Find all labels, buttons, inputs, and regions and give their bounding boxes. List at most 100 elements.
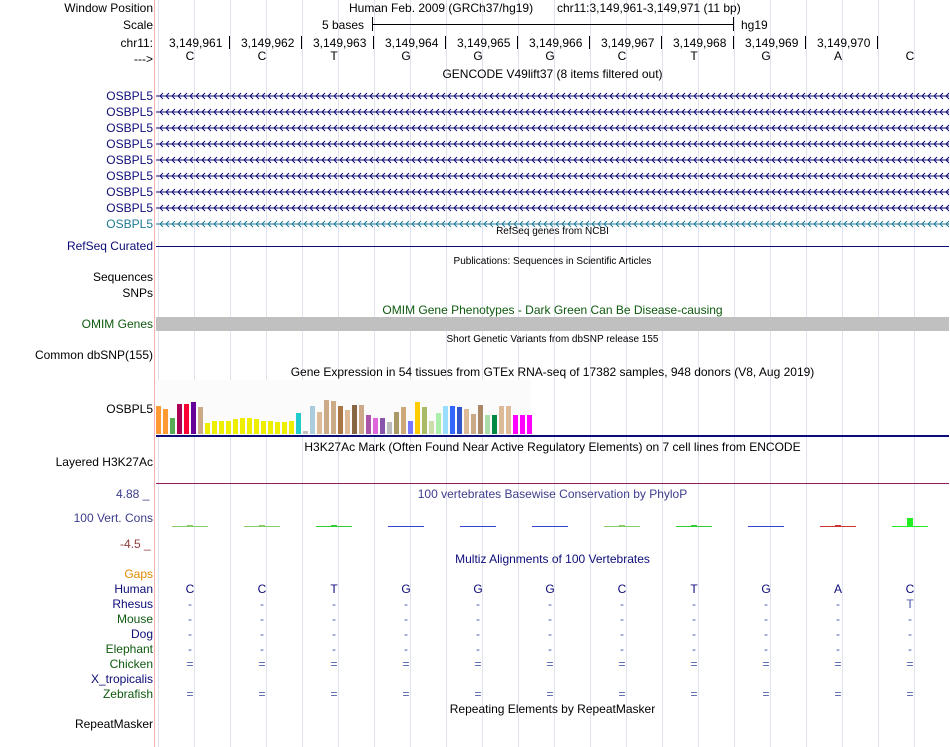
gencode-transcript[interactable] — [156, 202, 949, 214]
conservation-bar[interactable] — [619, 525, 625, 526]
gtex-bar[interactable] — [471, 414, 476, 434]
gtex-bar[interactable] — [317, 412, 322, 434]
gtex-bar[interactable] — [296, 413, 301, 434]
gtex-bar[interactable] — [457, 407, 462, 434]
refseq-label[interactable]: RefSeq Curated — [66, 239, 153, 253]
conservation-bar[interactable] — [763, 526, 769, 527]
gtex-bar[interactable] — [212, 421, 217, 434]
conservation-bar[interactable] — [403, 526, 409, 527]
gencode-transcript[interactable] — [156, 154, 949, 166]
gencode-transcript[interactable] — [156, 170, 949, 182]
multiz-species-label[interactable]: X_tropicalis — [90, 672, 153, 686]
gtex-bar[interactable] — [247, 418, 252, 434]
gtex-bar[interactable] — [415, 402, 420, 434]
publications-sequences-label[interactable]: Sequences — [92, 270, 153, 284]
gtex-bar[interactable] — [443, 406, 448, 434]
gtex-bar[interactable] — [324, 400, 329, 434]
refseq-line[interactable] — [156, 246, 949, 247]
gtex-bar[interactable] — [380, 418, 385, 434]
gtex-bar[interactable] — [436, 413, 441, 434]
gencode-transcript[interactable] — [156, 90, 949, 102]
gencode-transcript[interactable] — [156, 106, 949, 118]
gtex-bar[interactable] — [429, 421, 434, 434]
gencode-transcript[interactable] — [156, 138, 949, 150]
conservation-bar[interactable] — [547, 526, 553, 527]
gtex-bar[interactable] — [303, 431, 308, 434]
gencode-transcript[interactable] — [156, 186, 949, 198]
conservation-score[interactable] — [892, 526, 928, 527]
gencode-gene-label[interactable]: OSBPL5 — [106, 137, 153, 151]
conservation-label[interactable]: 100 Vert. Cons — [73, 511, 153, 525]
gtex-bar[interactable] — [366, 415, 371, 434]
gencode-gene-label[interactable]: OSBPL5 — [106, 185, 153, 199]
gtex-bar[interactable] — [520, 415, 525, 434]
conservation-bar[interactable] — [835, 525, 841, 526]
conservation-score[interactable] — [316, 526, 352, 527]
gtex-bar[interactable] — [513, 415, 518, 434]
conservation-bar[interactable] — [475, 526, 481, 527]
gencode-gene-label[interactable]: OSBPL5 — [106, 169, 153, 183]
gencode-gene-label[interactable]: OSBPL5 — [106, 201, 153, 215]
gencode-gene-label[interactable]: OSBPL5 — [106, 105, 153, 119]
gtex-bar[interactable] — [408, 421, 413, 434]
multiz-species-label[interactable]: Elephant — [105, 642, 153, 656]
gtex-bar[interactable] — [464, 409, 469, 434]
gencode-gene-label[interactable]: OSBPL5 — [106, 217, 153, 231]
gtex-label[interactable]: OSBPL5 — [106, 402, 153, 416]
gtex-bar[interactable] — [184, 404, 189, 434]
gtex-bar[interactable] — [289, 421, 294, 434]
repeatmasker-label[interactable]: RepeatMasker — [74, 717, 153, 731]
conservation-bar[interactable] — [259, 525, 265, 526]
gtex-bar[interactable] — [499, 406, 504, 434]
gtex-bar[interactable] — [177, 404, 182, 434]
gtex-bar[interactable] — [387, 422, 392, 434]
gtex-bar[interactable] — [282, 422, 287, 434]
conservation-score[interactable] — [676, 526, 712, 527]
gtex-bar[interactable] — [345, 410, 350, 434]
gtex-bar[interactable] — [338, 406, 343, 434]
conservation-score[interactable] — [172, 526, 208, 527]
multiz-species-label[interactable]: Human — [114, 582, 153, 596]
gtex-bar[interactable] — [233, 419, 238, 434]
gtex-bar[interactable] — [191, 402, 196, 434]
gencode-gene-label[interactable]: OSBPL5 — [106, 153, 153, 167]
gtex-bar[interactable] — [422, 407, 427, 434]
gtex-bar[interactable] — [401, 407, 406, 434]
dbsnp-label[interactable]: Common dbSNP(155) — [34, 348, 153, 362]
conservation-bar[interactable] — [907, 518, 913, 526]
gtex-bar[interactable] — [310, 406, 315, 434]
gtex-bar[interactable] — [219, 421, 224, 434]
gtex-bar[interactable] — [254, 419, 259, 434]
conservation-bar[interactable] — [187, 525, 193, 526]
gtex-bar[interactable] — [394, 412, 399, 434]
gtex-bar[interactable] — [261, 421, 266, 434]
gencode-gene-label[interactable]: OSBPL5 — [106, 121, 153, 135]
gtex-bar[interactable] — [492, 415, 497, 434]
gtex-bar[interactable] — [275, 422, 280, 434]
multiz-species-label[interactable]: Rhesus — [112, 597, 153, 611]
gencode-transcript[interactable] — [156, 122, 949, 134]
publications-snps-label[interactable]: SNPs — [122, 286, 153, 300]
gtex-bar[interactable] — [198, 407, 203, 434]
omim-label[interactable]: OMIM Genes — [81, 317, 153, 331]
gtex-bar[interactable] — [170, 418, 175, 434]
gtex-bar[interactable] — [506, 406, 511, 434]
gtex-bar[interactable] — [450, 406, 455, 434]
gtex-bar[interactable] — [352, 405, 357, 434]
gtex-bar[interactable] — [373, 418, 378, 434]
gtex-bar[interactable] — [205, 423, 210, 434]
conservation-bar[interactable] — [691, 525, 697, 526]
gtex-bar[interactable] — [331, 401, 336, 434]
conservation-score[interactable] — [820, 526, 856, 527]
multiz-species-label[interactable]: Chicken — [109, 657, 153, 671]
multiz-species-label[interactable]: Mouse — [116, 612, 153, 626]
multiz-species-label[interactable]: Zebrafish — [102, 687, 153, 701]
gencode-gene-label[interactable]: OSBPL5 — [106, 89, 153, 103]
gtex-bar[interactable] — [359, 405, 364, 434]
position-text[interactable]: chr11:3,149,961-3,149,971 (11 bp) — [557, 1, 741, 15]
gencode-transcript[interactable] — [156, 218, 949, 230]
multiz-species-label[interactable]: Dog — [130, 627, 153, 641]
gtex-bar[interactable] — [156, 406, 161, 434]
gtex-bar[interactable] — [268, 421, 273, 434]
